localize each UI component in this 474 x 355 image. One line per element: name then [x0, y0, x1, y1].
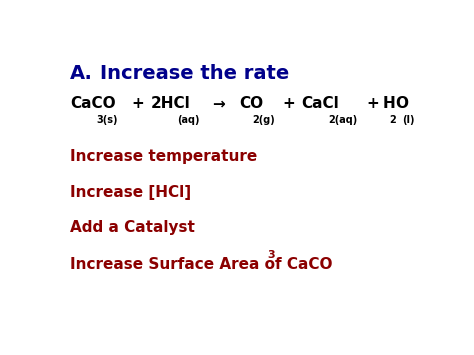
Text: +: +: [131, 96, 144, 111]
Text: +: +: [283, 96, 295, 111]
Text: 2: 2: [389, 115, 396, 125]
Text: 2(g): 2(g): [253, 115, 275, 125]
Text: CaCl: CaCl: [301, 96, 339, 111]
Text: Add a Catalyst: Add a Catalyst: [70, 220, 195, 235]
Text: Increase the rate: Increase the rate: [100, 65, 289, 83]
Text: 3(s): 3(s): [97, 115, 118, 125]
Text: CO: CO: [239, 96, 264, 111]
Text: (aq): (aq): [178, 115, 200, 125]
Text: +: +: [366, 96, 379, 111]
Text: H: H: [383, 96, 395, 111]
Text: 2(aq): 2(aq): [328, 115, 357, 125]
Text: Increase [HCl]: Increase [HCl]: [70, 185, 191, 200]
Text: 2HCl: 2HCl: [151, 96, 191, 111]
Text: (l): (l): [402, 115, 414, 125]
Text: →: →: [212, 96, 225, 111]
Text: O: O: [395, 96, 409, 111]
Text: CaCO: CaCO: [70, 96, 116, 111]
Text: A.: A.: [70, 65, 93, 83]
Text: Increase temperature: Increase temperature: [70, 149, 257, 164]
Text: Increase Surface Area of CaCO: Increase Surface Area of CaCO: [70, 257, 333, 272]
Text: 3: 3: [267, 250, 275, 260]
